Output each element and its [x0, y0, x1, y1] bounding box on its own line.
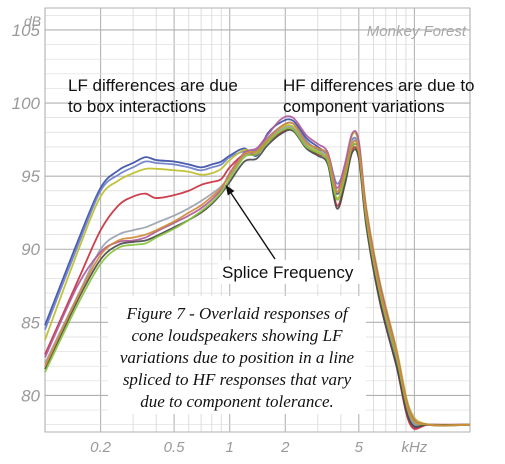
splice-arrow-head [225, 184, 235, 196]
y-tick-label: 80 [21, 386, 40, 405]
x-tick-labels: 0.2 0.5 1 2 5 kHz [90, 439, 428, 456]
series-line-7 [44, 129, 471, 428]
x-tick-label: 1 [226, 439, 234, 456]
y-tick-label: 85 [21, 313, 40, 332]
hf-annotation-line-2: component variations [283, 97, 445, 116]
lf-annotation-line-1: LF differences are due [68, 76, 238, 95]
caption-line-2: cone loudspeakers showing LF [131, 326, 343, 345]
splice-label-backdrop [218, 260, 370, 284]
y-tick-labels: 80 85 90 95 100 105 [12, 21, 41, 406]
x-tick-label: 5 [355, 439, 364, 456]
watermark-text: Monkey Forest [367, 23, 467, 40]
y-tick-label: 90 [21, 240, 40, 259]
x-tick-label: 0.2 [90, 439, 112, 456]
splice-arrow [230, 192, 276, 260]
caption-backdrop [108, 296, 366, 414]
x-tick-label: 0.5 [164, 439, 186, 456]
series-layer [44, 115, 471, 430]
y-axis-unit-label: dB [24, 13, 41, 29]
caption-line-1: Figure 7 - Overlaid responses of [125, 304, 349, 323]
lf-annotation-line-2: to box interactions [68, 97, 206, 116]
series-line-9 [44, 121, 471, 427]
y-tick-label: 105 [12, 21, 41, 40]
y-tick-label: 100 [12, 94, 41, 113]
caption-line-3: variations due to position in a line [120, 348, 355, 367]
x-tick-label: 2 [280, 439, 290, 456]
splice-frequency-label: Splice Frequency [222, 263, 354, 282]
x-tick-label: kHz [401, 439, 427, 456]
hf-annotation-line-1: HF differences are due to [283, 76, 475, 95]
caption-line-4: spliced to HF responses that vary [123, 370, 352, 389]
y-tick-label: 95 [21, 167, 40, 186]
caption-line-5: due to component tolerance. [140, 392, 334, 411]
plot-frame [44, 7, 471, 433]
